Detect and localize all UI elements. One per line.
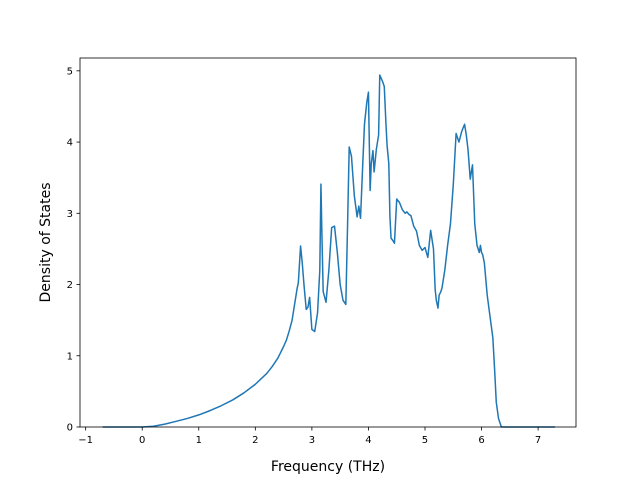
y-tick-label: 5 bbox=[67, 66, 73, 77]
x-tick-label: 7 bbox=[535, 435, 541, 446]
y-axis-ticks: 0 1 2 3 4 5 bbox=[67, 66, 80, 434]
y-tick-label: 3 bbox=[67, 209, 73, 220]
x-axis-label: Frequency (THz) bbox=[271, 459, 385, 475]
x-tick-label: 4 bbox=[365, 435, 371, 446]
x-axis-ticks: −1 0 1 2 3 4 5 6 7 bbox=[78, 427, 541, 446]
y-axis-label: Density of States bbox=[38, 183, 54, 303]
x-tick-label: 5 bbox=[422, 435, 428, 446]
y-tick-label: 1 bbox=[67, 351, 73, 362]
x-tick-label: 1 bbox=[196, 435, 202, 446]
x-tick-label: −1 bbox=[78, 435, 93, 446]
axes-frame bbox=[79, 57, 577, 428]
y-tick-label: 2 bbox=[67, 280, 73, 291]
x-tick-label: 3 bbox=[309, 435, 315, 446]
x-tick-label: 0 bbox=[139, 435, 145, 446]
x-tick-label: 2 bbox=[252, 435, 258, 446]
y-tick-label: 0 bbox=[67, 423, 73, 434]
y-tick-label: 4 bbox=[67, 138, 73, 149]
x-tick-label: 6 bbox=[478, 435, 484, 446]
plot-area bbox=[102, 74, 556, 428]
dos-series-line-0 bbox=[102, 74, 556, 428]
